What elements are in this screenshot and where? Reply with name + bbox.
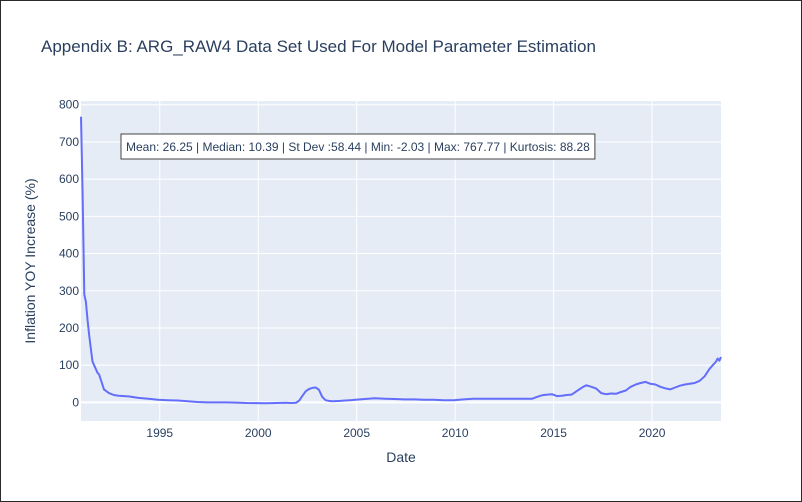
y-tick-label: 400 [59,247,79,261]
x-tick-label: 2010 [442,426,469,440]
series-line [80,116,722,405]
x-tick-labels: 1995 2000 2005 2010 2015 2020 [146,426,665,440]
y-tick-label: 700 [59,135,79,149]
x-tick-label: 2000 [245,426,272,440]
y-tick-label: 600 [59,172,79,186]
y-tick-label: 300 [59,284,79,298]
x-tick-label: 2005 [343,426,370,440]
y-tick-label: 200 [59,321,79,335]
y-tick-label: 100 [59,358,79,372]
y-axis-label: Inflation YOY Increase (%) [22,178,38,343]
x-tick-label: 1995 [146,426,173,440]
x-tick-label: 2020 [639,426,666,440]
x-tick-label: 2015 [540,426,567,440]
chart-title: Appendix B: ARG_RAW4 Data Set Used For M… [41,37,596,56]
stats-annotation: Mean: 26.25 | Median: 10.39 | St Dev :58… [120,133,596,160]
y-tick-labels: 0 100 200 300 400 500 600 700 800 [59,98,79,410]
y-tick-label: 0 [72,395,79,409]
stats-text: Mean: 26.25 | Median: 10.39 | St Dev :58… [126,140,590,154]
y-tick-label: 800 [59,98,79,112]
y-tick-label: 500 [59,209,79,223]
stats-box-border [120,133,596,160]
x-axis-label: Date [386,449,416,465]
